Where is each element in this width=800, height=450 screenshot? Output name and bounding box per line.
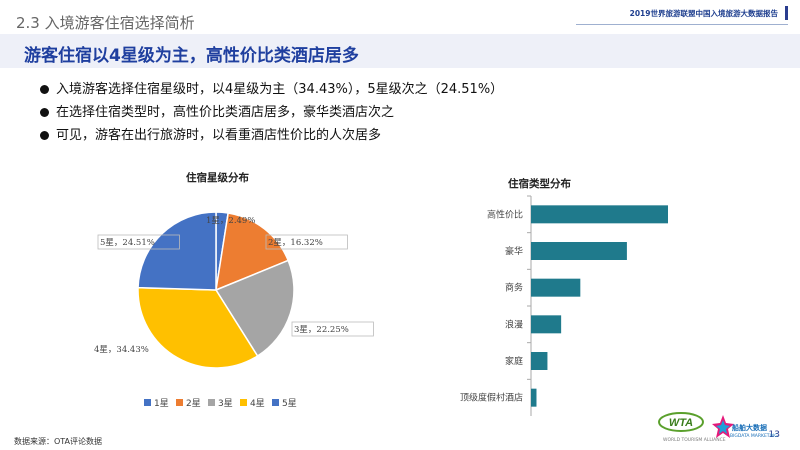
pie-chart: 1星，2.49% 2星，16.32% 3星，22.25% 4星，34.43% 5星，24… bbox=[94, 211, 374, 409]
bar bbox=[531, 242, 627, 260]
wta-logo-mark: WTA bbox=[669, 417, 693, 429]
category-label: 商务 bbox=[505, 282, 523, 294]
headline-band bbox=[0, 34, 800, 68]
legend-swatch bbox=[144, 399, 151, 406]
category-label: 顶级度假村酒店 bbox=[460, 392, 523, 404]
bullet-item: 可见，游客在出行旅游时，以看重酒店性价比的人次居多 bbox=[40, 124, 503, 147]
pie-label-box bbox=[97, 234, 180, 250]
header-divider bbox=[576, 24, 788, 25]
pie-data-label: 1星，2.49% bbox=[206, 216, 255, 226]
category-label: 家庭 bbox=[505, 355, 523, 367]
header-accent-bar bbox=[785, 6, 788, 20]
bar bbox=[531, 315, 562, 334]
headline: 游客住宿以4星级为主，高性价比类酒店居多 bbox=[24, 46, 359, 66]
bullet-list: 入境游客选择住宿星级时，以4星级为主（34.43%），5星级次之（24.51%）… bbox=[40, 78, 503, 147]
bar bbox=[531, 352, 548, 370]
report-title: 2019世界旅游联盟中国入境旅游大数据报告 bbox=[629, 9, 778, 18]
wta-logo: WTA bbox=[658, 412, 704, 432]
pie-slice bbox=[214, 259, 295, 358]
bullet-item: 入境游客选择住宿星级时，以4星级为主（34.43%），5星级次之（24.51%） bbox=[40, 78, 503, 101]
legend-entry: 5星 bbox=[282, 398, 297, 409]
pie-label-box bbox=[265, 234, 348, 250]
brand-logo-name: 船舶大数据 bbox=[732, 424, 767, 432]
pie-data-label: 4星，34.43% bbox=[94, 345, 149, 355]
wta-logo-subtitle: WORLD TOURISM ALLIANCE bbox=[663, 438, 726, 443]
category-label: 高性价比 bbox=[487, 208, 523, 220]
pie-data-label: 3星，22.25% bbox=[294, 325, 349, 335]
pie-slice bbox=[137, 211, 217, 291]
legend-swatch bbox=[176, 399, 183, 406]
brand-logo-subtitle: BIGDATA MARKETING bbox=[730, 434, 778, 439]
brand-star-logo bbox=[712, 415, 734, 438]
bar-chart-title: 住宿类型分布 bbox=[508, 178, 571, 190]
pie-slice bbox=[215, 212, 290, 292]
pie-chart-title: 住宿星级分布 bbox=[186, 172, 249, 184]
category-label: 浪漫 bbox=[505, 318, 523, 330]
bullet-item: 在选择住宿类型时，高性价比类酒店居多，豪华类酒店次之 bbox=[40, 101, 503, 124]
bar bbox=[531, 205, 668, 224]
pie-label-box bbox=[291, 321, 374, 337]
bar bbox=[531, 388, 537, 407]
section-title: 2.3 入境游客住宿选择简析 bbox=[16, 14, 195, 32]
legend-swatch bbox=[208, 399, 215, 406]
pie-data-label: 5星，24.51% bbox=[100, 238, 155, 248]
page-number: 13 bbox=[768, 430, 780, 440]
legend-entry: 4星 bbox=[250, 398, 265, 409]
category-label: 豪华 bbox=[505, 245, 523, 257]
data-source: 数据来源：OTA评论数据 bbox=[14, 437, 103, 446]
bar bbox=[531, 278, 581, 297]
legend-entry: 1星 bbox=[154, 398, 169, 409]
legend-swatch bbox=[240, 399, 247, 406]
legend-entry: 2星 bbox=[186, 398, 201, 409]
legend-swatch bbox=[272, 399, 279, 406]
pie-slice bbox=[137, 286, 259, 369]
pie-data-label: 2星，16.32% bbox=[268, 238, 323, 248]
legend-entry: 3星 bbox=[218, 398, 233, 409]
